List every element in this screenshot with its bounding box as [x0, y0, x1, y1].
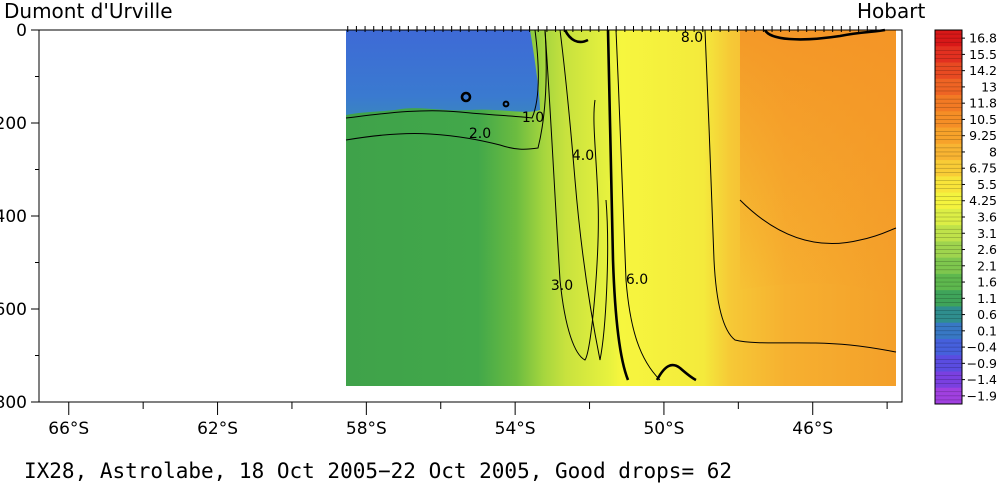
colorbar-label: 13: [981, 79, 997, 94]
colorbar-label: 0.1: [977, 323, 997, 338]
y-tick-label: 0: [16, 21, 27, 41]
y-axis-ticks: 0 200 400 600 800: [0, 21, 39, 413]
x-axis-ticks: 66°S 62°S 58°S 54°S 50°S 46°S: [48, 402, 888, 439]
contour-label: 3.0: [551, 278, 573, 294]
colorbar-swatch: [935, 95, 962, 112]
y-tick-label: 200: [0, 114, 27, 134]
warm-water-patch: [740, 30, 896, 300]
colorbar-swatch: [935, 62, 962, 80]
chart-title: IX28, Astrolabe, 18 Oct 2005−22 Oct 2005…: [24, 459, 732, 483]
contour-lines: [345, 28, 897, 382]
drop-markers: [347, 26, 877, 32]
colorbar-label: 2.1: [977, 258, 997, 273]
contour-surface-bold-2: [763, 28, 886, 41]
colorbar: 16.815.514.213 11.810.59.258 6.755.54.25 3.…: [934, 29, 997, 405]
colorbar-label: −0.9: [967, 356, 997, 371]
colorbar-swatch: [935, 143, 962, 161]
x-tick-label: 50°S: [643, 419, 684, 439]
cold-water-patch: [346, 30, 540, 115]
contour-label: 8.0: [681, 30, 703, 46]
colorbar-label: 5.5: [977, 177, 997, 192]
colorbar-label: 14.2: [969, 63, 997, 78]
contour-6-0-bold: [606, 29, 630, 381]
x-tick-label: 46°S: [792, 419, 833, 439]
colorbar-label: 2.6: [977, 242, 997, 257]
left-station-label: Dumont d'Urville: [4, 0, 173, 23]
colorbar-swatch: [935, 208, 962, 226]
colorbar-swatch: [935, 241, 962, 259]
colorbar-label: 16.8: [969, 31, 997, 46]
x-tick-label: 62°S: [197, 419, 238, 439]
colorbar-swatch: [935, 30, 962, 47]
colorbar-swatch: [935, 355, 962, 372]
plot-axes: 66°S 62°S 58°S 54°S 50°S 46°S 0 200 400 600 800: [0, 21, 903, 439]
colorbar-swatch: [935, 111, 962, 128]
colorbar-label: 1.6: [977, 275, 997, 290]
contour-label: 4.0: [572, 148, 594, 164]
colorbar-swatch: [935, 78, 962, 96]
colorbar-swatch: [935, 387, 962, 405]
colorbar-label: 15.5: [969, 47, 997, 62]
contour-labels: 1.0 2.0 3.0 4.0 6.0 8.0: [469, 30, 703, 294]
colorbar-swatch: [935, 225, 962, 242]
colorbar-swatch: [935, 338, 962, 356]
contour-label: 2.0: [469, 126, 491, 142]
colorbar-swatch: [935, 306, 962, 324]
contour-2-0: [345, 29, 547, 150]
contour-eddy-1: [460, 91, 472, 103]
x-tick-label: 66°S: [48, 419, 89, 439]
colorbar-swatch: [935, 176, 962, 194]
contour-label: 1.0: [522, 110, 544, 126]
colorbar-swatch: [935, 273, 962, 291]
colorbar-label: 10.5: [969, 112, 997, 127]
y-tick-label: 800: [0, 393, 27, 413]
contour-4-0: [559, 29, 609, 361]
colorbar-label: 1.1: [977, 291, 997, 306]
colorbar-swatch: [935, 257, 962, 275]
x-tick-label: 58°S: [346, 419, 387, 439]
colorbar-label: 8: [989, 144, 997, 159]
contour-eddy-2: [502, 100, 510, 108]
right-station-label: Hobart: [857, 0, 925, 23]
contour-3-0: [544, 29, 599, 361]
contour-6-0-thin: [615, 29, 661, 381]
colorbar-swatch: [935, 322, 962, 340]
contour-8-0: [704, 29, 897, 353]
colorbar-label: −0.4: [967, 340, 997, 355]
contour-deep-bold: [655, 363, 697, 382]
colorbar-swatch: [935, 127, 962, 145]
colorbar-swatch: [935, 371, 962, 389]
colorbar-label: −1.4: [967, 372, 997, 387]
section-field: [346, 30, 896, 386]
colorbar-swatch: [935, 192, 962, 210]
colorbar-label: 4.25: [969, 193, 997, 208]
colorbar-label: 3.1: [977, 226, 997, 241]
colorbar-swatch: [935, 160, 962, 177]
colorbar-label: 9.25: [969, 128, 997, 143]
y-tick-label: 400: [0, 207, 27, 227]
colorbar-swatch: [935, 290, 962, 307]
colorbar-label: −1.9: [967, 388, 997, 403]
contour-surface-bold: [563, 29, 589, 44]
colorbar-label: 0.6: [977, 307, 997, 322]
contour-8-0-deep: [739, 199, 897, 245]
colorbar-label: 6.75: [969, 161, 997, 176]
colorbar-swatch: [935, 46, 962, 63]
colorbar-label: 3.6: [977, 210, 997, 225]
x-tick-label: 54°S: [495, 419, 536, 439]
colorbar-label: 11.8: [969, 96, 997, 111]
contour-1-0: [345, 29, 539, 119]
contour-label: 6.0: [626, 272, 648, 288]
y-tick-label: 600: [0, 300, 27, 320]
